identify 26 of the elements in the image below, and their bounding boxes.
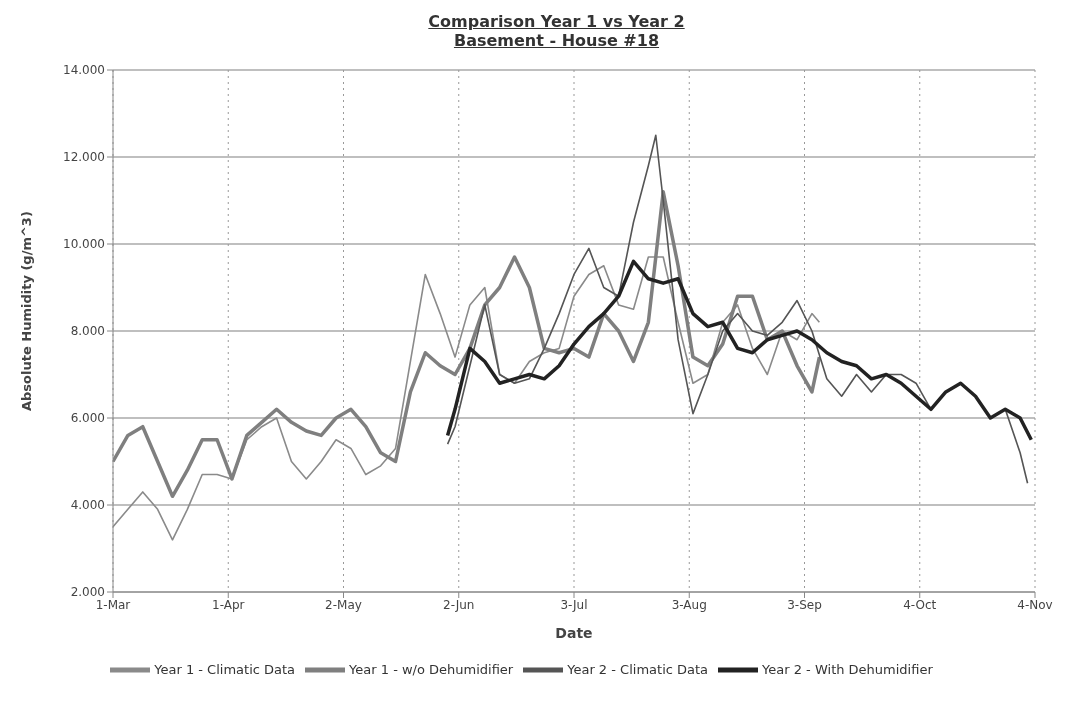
line-series <box>446 134 1029 485</box>
y-tick-label: 2.000 <box>70 585 105 600</box>
y-tick-label: 14.000 <box>63 63 105 78</box>
x-tick-label: 2-Jun <box>443 597 475 612</box>
y-tick-label: 8.000 <box>70 324 105 339</box>
y-axis-title: Absolute Humidity (g/m^3) <box>18 211 34 411</box>
legend-label: Year 1 - w/o Dehumidifier <box>349 661 514 677</box>
x-tick-label: 3-Jul <box>560 597 588 612</box>
x-tick-label: 1-Mar <box>95 597 131 612</box>
x-axis-title: Date <box>555 625 593 641</box>
chart-title: Comparison Year 1 vs Year 2 <box>427 12 686 31</box>
x-tick-label: 2-May <box>325 597 362 612</box>
x-tick-label: 1-Apr <box>212 597 245 612</box>
legend-label: Year 2 - Climatic Data <box>567 661 709 677</box>
x-tick-label: 4-Oct <box>903 597 937 612</box>
y-tick-label: 12.000 <box>63 150 105 165</box>
y-tick-label: 10.000 <box>63 237 105 252</box>
x-tick-label: 4-Nov <box>1017 597 1053 612</box>
line-series <box>445 259 1034 442</box>
x-tick-label: 3-Sep <box>787 597 822 612</box>
chart-subtitle: Basement - House #18 <box>452 31 661 50</box>
legend-label: Year 2 - With Dehumidifier <box>762 661 933 677</box>
y-tick-label: 4.000 <box>70 498 105 513</box>
y-tick-label: 6.000 <box>70 411 105 426</box>
x-tick-label: 3-Aug <box>671 597 707 612</box>
legend-label: Year 1 - Climatic Data <box>154 661 296 677</box>
